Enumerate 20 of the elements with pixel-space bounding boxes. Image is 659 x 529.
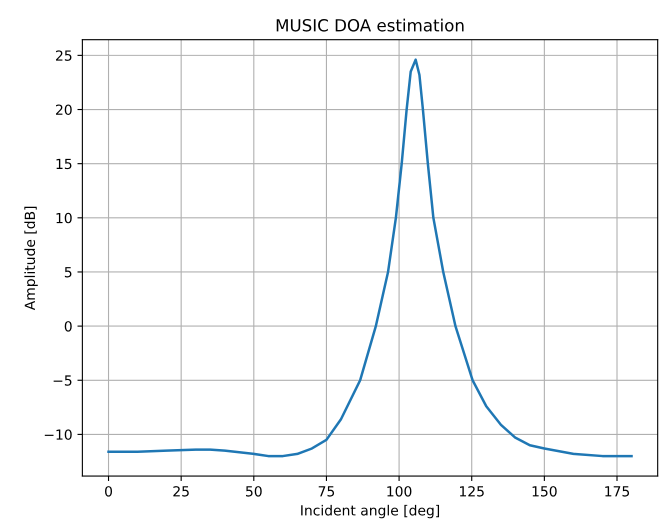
x-tick-label: 100 [387,486,412,497]
x-tick-label: 125 [460,486,484,497]
x-tick-label: 50 [246,486,262,497]
x-tick-label: 75 [318,486,334,497]
x-tick-label: 25 [173,486,189,497]
x-axis-title: Incident angle [deg] [301,504,440,518]
y-tick-label: 5 [64,267,72,278]
line-series [107,58,633,458]
y-tick-label: 15 [56,158,72,170]
y-axis-title: Amplitude [dB] [24,206,38,310]
y-tick-label: 0 [64,321,72,332]
y-tick-label: 10 [56,212,72,224]
y-tick-label: 25 [56,50,72,61]
x-tick-label: 150 [532,486,557,497]
y-tick-label: −5 [54,375,72,386]
x-tick-label: 175 [605,486,630,497]
y-tick-label: −10 [44,429,72,440]
y-tick-label: 20 [56,104,72,115]
x-tick-label: 0 [105,486,112,497]
chart-title: MUSIC DOA estimation [276,18,464,32]
